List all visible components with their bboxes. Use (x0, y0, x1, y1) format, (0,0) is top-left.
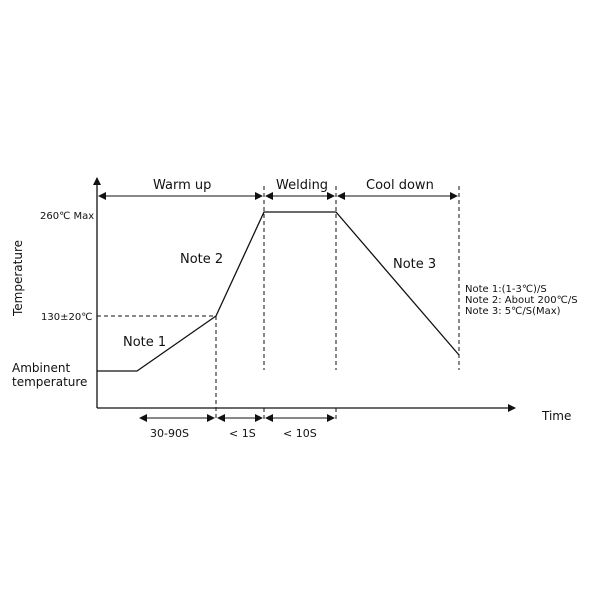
legend-note-3: Note 3: 5℃/S(Max) (465, 306, 561, 317)
ambient-label-line2: temperature (12, 375, 87, 389)
x-axis-title: Time (541, 409, 571, 423)
warm-up-label: Warm up (153, 178, 211, 193)
legend-note-1: Note 1:(1-3℃)/S (465, 284, 547, 295)
ambient-label-line1: Ambinent (12, 361, 70, 375)
cool-down-label: Cool down (366, 178, 434, 193)
note-3-label: Note 3 (393, 257, 436, 272)
legend-note-2: Note 2: About 200℃/S (465, 295, 578, 306)
ramp-duration-label: < 1S (229, 427, 256, 440)
temperature-profile-curve (97, 211, 460, 372)
note-1-label: Note 1 (123, 335, 166, 350)
preheat-duration-label: 30-90S (150, 427, 189, 440)
welding-duration-label: < 10S (283, 427, 317, 440)
peak-temp-label: 260℃ Max (40, 211, 94, 222)
y-axis-title: Temperature (11, 240, 25, 317)
welding-label: Welding (276, 178, 328, 193)
preheat-temp-label: 130±20℃ (41, 312, 92, 323)
note-2-label: Note 2 (180, 252, 223, 267)
